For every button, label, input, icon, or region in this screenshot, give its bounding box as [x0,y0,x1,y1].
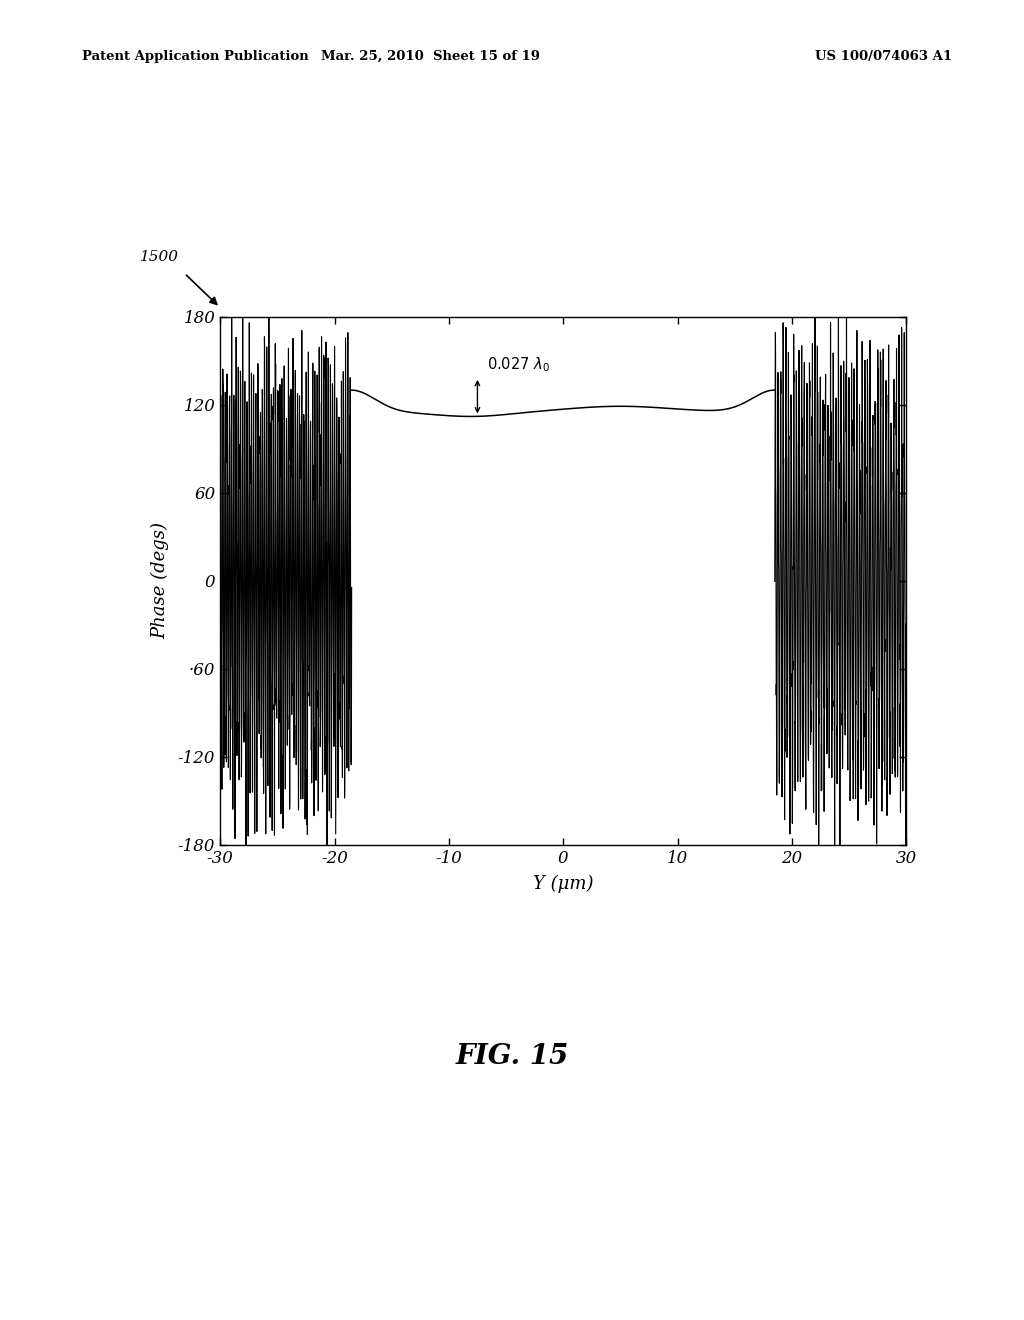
Y-axis label: Phase (degs): Phase (degs) [152,523,169,639]
Text: 1500: 1500 [140,251,179,264]
Text: Mar. 25, 2010  Sheet 15 of 19: Mar. 25, 2010 Sheet 15 of 19 [321,50,540,63]
Text: US 100/074063 A1: US 100/074063 A1 [815,50,952,63]
Text: $0.027\ \lambda_0$: $0.027\ \lambda_0$ [486,355,550,374]
Text: Patent Application Publication: Patent Application Publication [82,50,308,63]
Text: FIG. 15: FIG. 15 [456,1043,568,1069]
X-axis label: Y (μm): Y (μm) [532,875,594,894]
